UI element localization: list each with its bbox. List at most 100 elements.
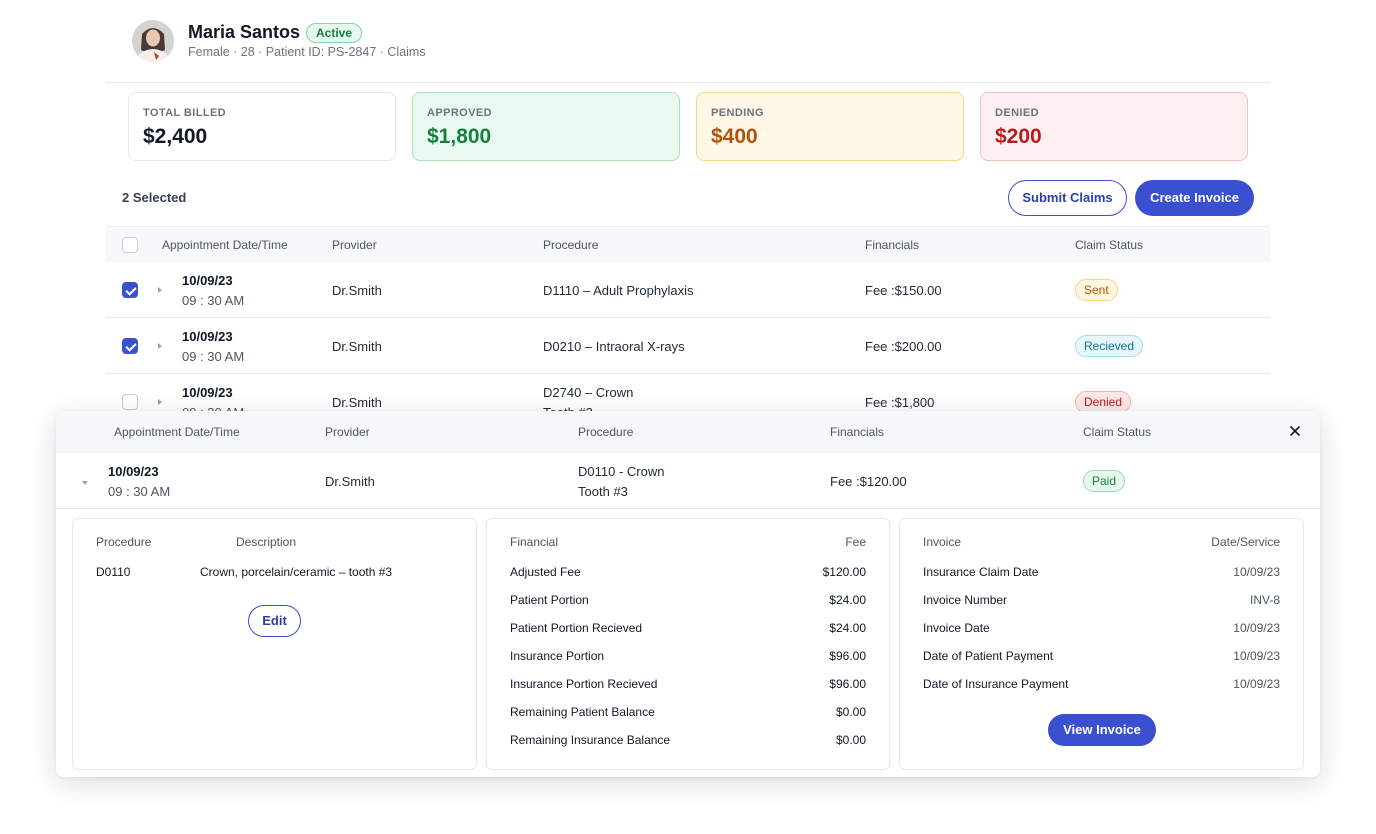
fee: Fee :$120.00 xyxy=(830,474,907,489)
stat-value: $1,800 xyxy=(427,125,492,148)
appointment-date: 10/09/23 xyxy=(108,464,159,479)
stat-denied: DENIED $200 xyxy=(980,92,1248,161)
panel-header: Description xyxy=(236,535,297,549)
financial-value: $24.00 xyxy=(829,593,866,607)
provider: Dr.Smith xyxy=(325,474,375,489)
financial-value: $24.00 xyxy=(829,621,866,635)
stat-value: $400 xyxy=(711,125,758,148)
invoice-value: 10/09/23 xyxy=(1233,565,1280,579)
submit-claims-button[interactable]: Submit Claims xyxy=(1008,180,1127,216)
patient-name: Maria Santos xyxy=(188,22,301,42)
status-badge: Active xyxy=(306,23,363,43)
avatar-image xyxy=(132,20,174,62)
select-all-checkbox[interactable] xyxy=(122,237,138,253)
expand-caret-icon[interactable] xyxy=(158,399,162,405)
fee: Fee :$200.00 xyxy=(865,339,942,354)
detail-row: 10/09/23 09 : 30 AM Dr.Smith D0110 - Cro… xyxy=(56,453,1320,509)
appointment-time: 09 : 30 AM xyxy=(108,484,171,499)
row-checkbox[interactable] xyxy=(122,338,138,354)
stat-label: DENIED xyxy=(995,107,1039,119)
edit-button[interactable]: Edit xyxy=(248,605,301,637)
column-header: Claim Status xyxy=(1083,425,1152,439)
stat-total-billed: TOTAL BILLED $2,400 xyxy=(128,92,396,161)
create-invoice-button[interactable]: Create Invoice xyxy=(1135,180,1254,216)
financial-label: Patient Portion xyxy=(510,593,589,607)
invoice-panel: Invoice Date/Service Insurance Claim Dat… xyxy=(899,518,1304,770)
claim-status-badge: Recieved xyxy=(1075,335,1144,357)
expand-caret-icon[interactable] xyxy=(158,343,162,349)
panel-header: Fee xyxy=(845,535,866,549)
close-icon[interactable] xyxy=(1288,424,1302,438)
appointment-date: 10/09/23 xyxy=(182,273,233,288)
provider: Dr.Smith xyxy=(332,283,382,298)
column-header: Financials xyxy=(830,425,885,439)
column-header[interactable]: Provider xyxy=(332,238,377,252)
claim-status-badge: Denied xyxy=(1075,391,1132,413)
procedure: D0210 – Intraoral X-rays xyxy=(543,339,685,354)
stat-label: TOTAL BILLED xyxy=(143,107,227,119)
table-row[interactable]: 10/09/23 09 : 30 AM Dr.Smith D0210 – Int… xyxy=(106,318,1270,374)
avatar[interactable] xyxy=(132,20,174,62)
stat-value: $2,400 xyxy=(143,125,208,148)
column-header[interactable]: Financials xyxy=(865,238,920,252)
table-row[interactable]: 10/09/23 09 : 30 AM Dr.Smith D2740 – Cro… xyxy=(106,374,1270,430)
column-header: Procedure xyxy=(578,425,634,439)
financial-value: $120.00 xyxy=(822,565,866,579)
procedure-detail: Tooth #3 xyxy=(578,484,628,499)
procedure-panel: Procedure Description D0110 Crown, porce… xyxy=(72,518,477,770)
view-invoice-button[interactable]: View Invoice xyxy=(1048,714,1156,746)
selected-count: 2 Selected xyxy=(122,190,187,205)
financial-value: $0.00 xyxy=(835,705,866,719)
detail-table-header: Appointment Date/Time Provider Procedure… xyxy=(56,411,1320,453)
patient-meta: Female · 28 · Patient ID: PS-2847 · Clai… xyxy=(188,45,426,59)
financial-value: $96.00 xyxy=(829,677,866,691)
financial-value: $96.00 xyxy=(829,649,866,663)
procedure: D0110 - Crown xyxy=(578,464,665,479)
claim-status-badge: Paid xyxy=(1083,470,1126,492)
financial-panel: Financial Fee Adjusted Fee $120.00 Patie… xyxy=(486,518,890,770)
column-header: Provider xyxy=(325,425,370,439)
row-checkbox[interactable] xyxy=(122,394,138,410)
stat-pending: PENDING $400 xyxy=(696,92,964,161)
claims-table-header: Appointment Date/Time Provider Procedure… xyxy=(106,226,1270,262)
column-header[interactable]: Appointment Date/Time xyxy=(162,238,288,252)
row-checkbox[interactable] xyxy=(122,282,138,298)
appointment-time: 09 : 30 AM xyxy=(182,293,245,308)
fee: Fee :$1,800 xyxy=(865,395,935,410)
patient-header: Maria Santos Active Female · 28 · Patien… xyxy=(106,0,1270,83)
panel-header: Financial xyxy=(510,535,559,549)
appointment-date: 10/09/23 xyxy=(182,385,233,400)
invoice-label: Insurance Claim Date xyxy=(923,565,1039,579)
stat-label: PENDING xyxy=(711,107,764,119)
table-row[interactable]: 10/09/23 09 : 30 AM Dr.Smith D1110 – Adu… xyxy=(106,262,1270,318)
expand-caret-icon[interactable] xyxy=(158,287,162,293)
invoice-label: Date of Insurance Payment xyxy=(923,677,1069,691)
invoice-label: Invoice Date xyxy=(923,621,990,635)
financial-label: Patient Portion Recieved xyxy=(510,621,643,635)
invoice-value: 10/09/23 xyxy=(1233,677,1280,691)
procedure: D1110 – Adult Prophylaxis xyxy=(543,283,694,298)
claim-status-badge: Sent xyxy=(1075,279,1118,301)
procedure: D2740 – Crown xyxy=(543,385,634,400)
invoice-value: 10/09/23 xyxy=(1233,649,1280,663)
claim-detail-popup: Appointment Date/Time Provider Procedure… xyxy=(56,411,1320,777)
panel-header: Invoice xyxy=(923,535,962,549)
invoice-label: Invoice Number xyxy=(923,593,1008,607)
provider: Dr.Smith xyxy=(332,339,382,354)
invoice-label: Date of Patient Payment xyxy=(923,649,1054,663)
stat-approved: APPROVED $1,800 xyxy=(412,92,680,161)
stat-value: $200 xyxy=(995,125,1042,148)
financial-label: Adjusted Fee xyxy=(510,565,581,579)
appointment-time: 09 : 30 AM xyxy=(182,349,245,364)
financial-label: Insurance Portion xyxy=(510,649,605,663)
collapse-caret-icon[interactable] xyxy=(82,481,88,485)
appointment-date: 10/09/23 xyxy=(182,329,233,344)
column-header[interactable]: Procedure xyxy=(543,238,599,252)
fee: Fee :$150.00 xyxy=(865,283,942,298)
procedure-description: Crown, porcelain/ceramic – tooth #3 xyxy=(200,565,393,579)
procedure-code: D0110 xyxy=(96,565,131,579)
column-header[interactable]: Claim Status xyxy=(1075,238,1144,252)
financial-label: Remaining Insurance Balance xyxy=(510,733,671,747)
column-header: Appointment Date/Time xyxy=(114,425,240,439)
stat-label: APPROVED xyxy=(427,107,492,119)
